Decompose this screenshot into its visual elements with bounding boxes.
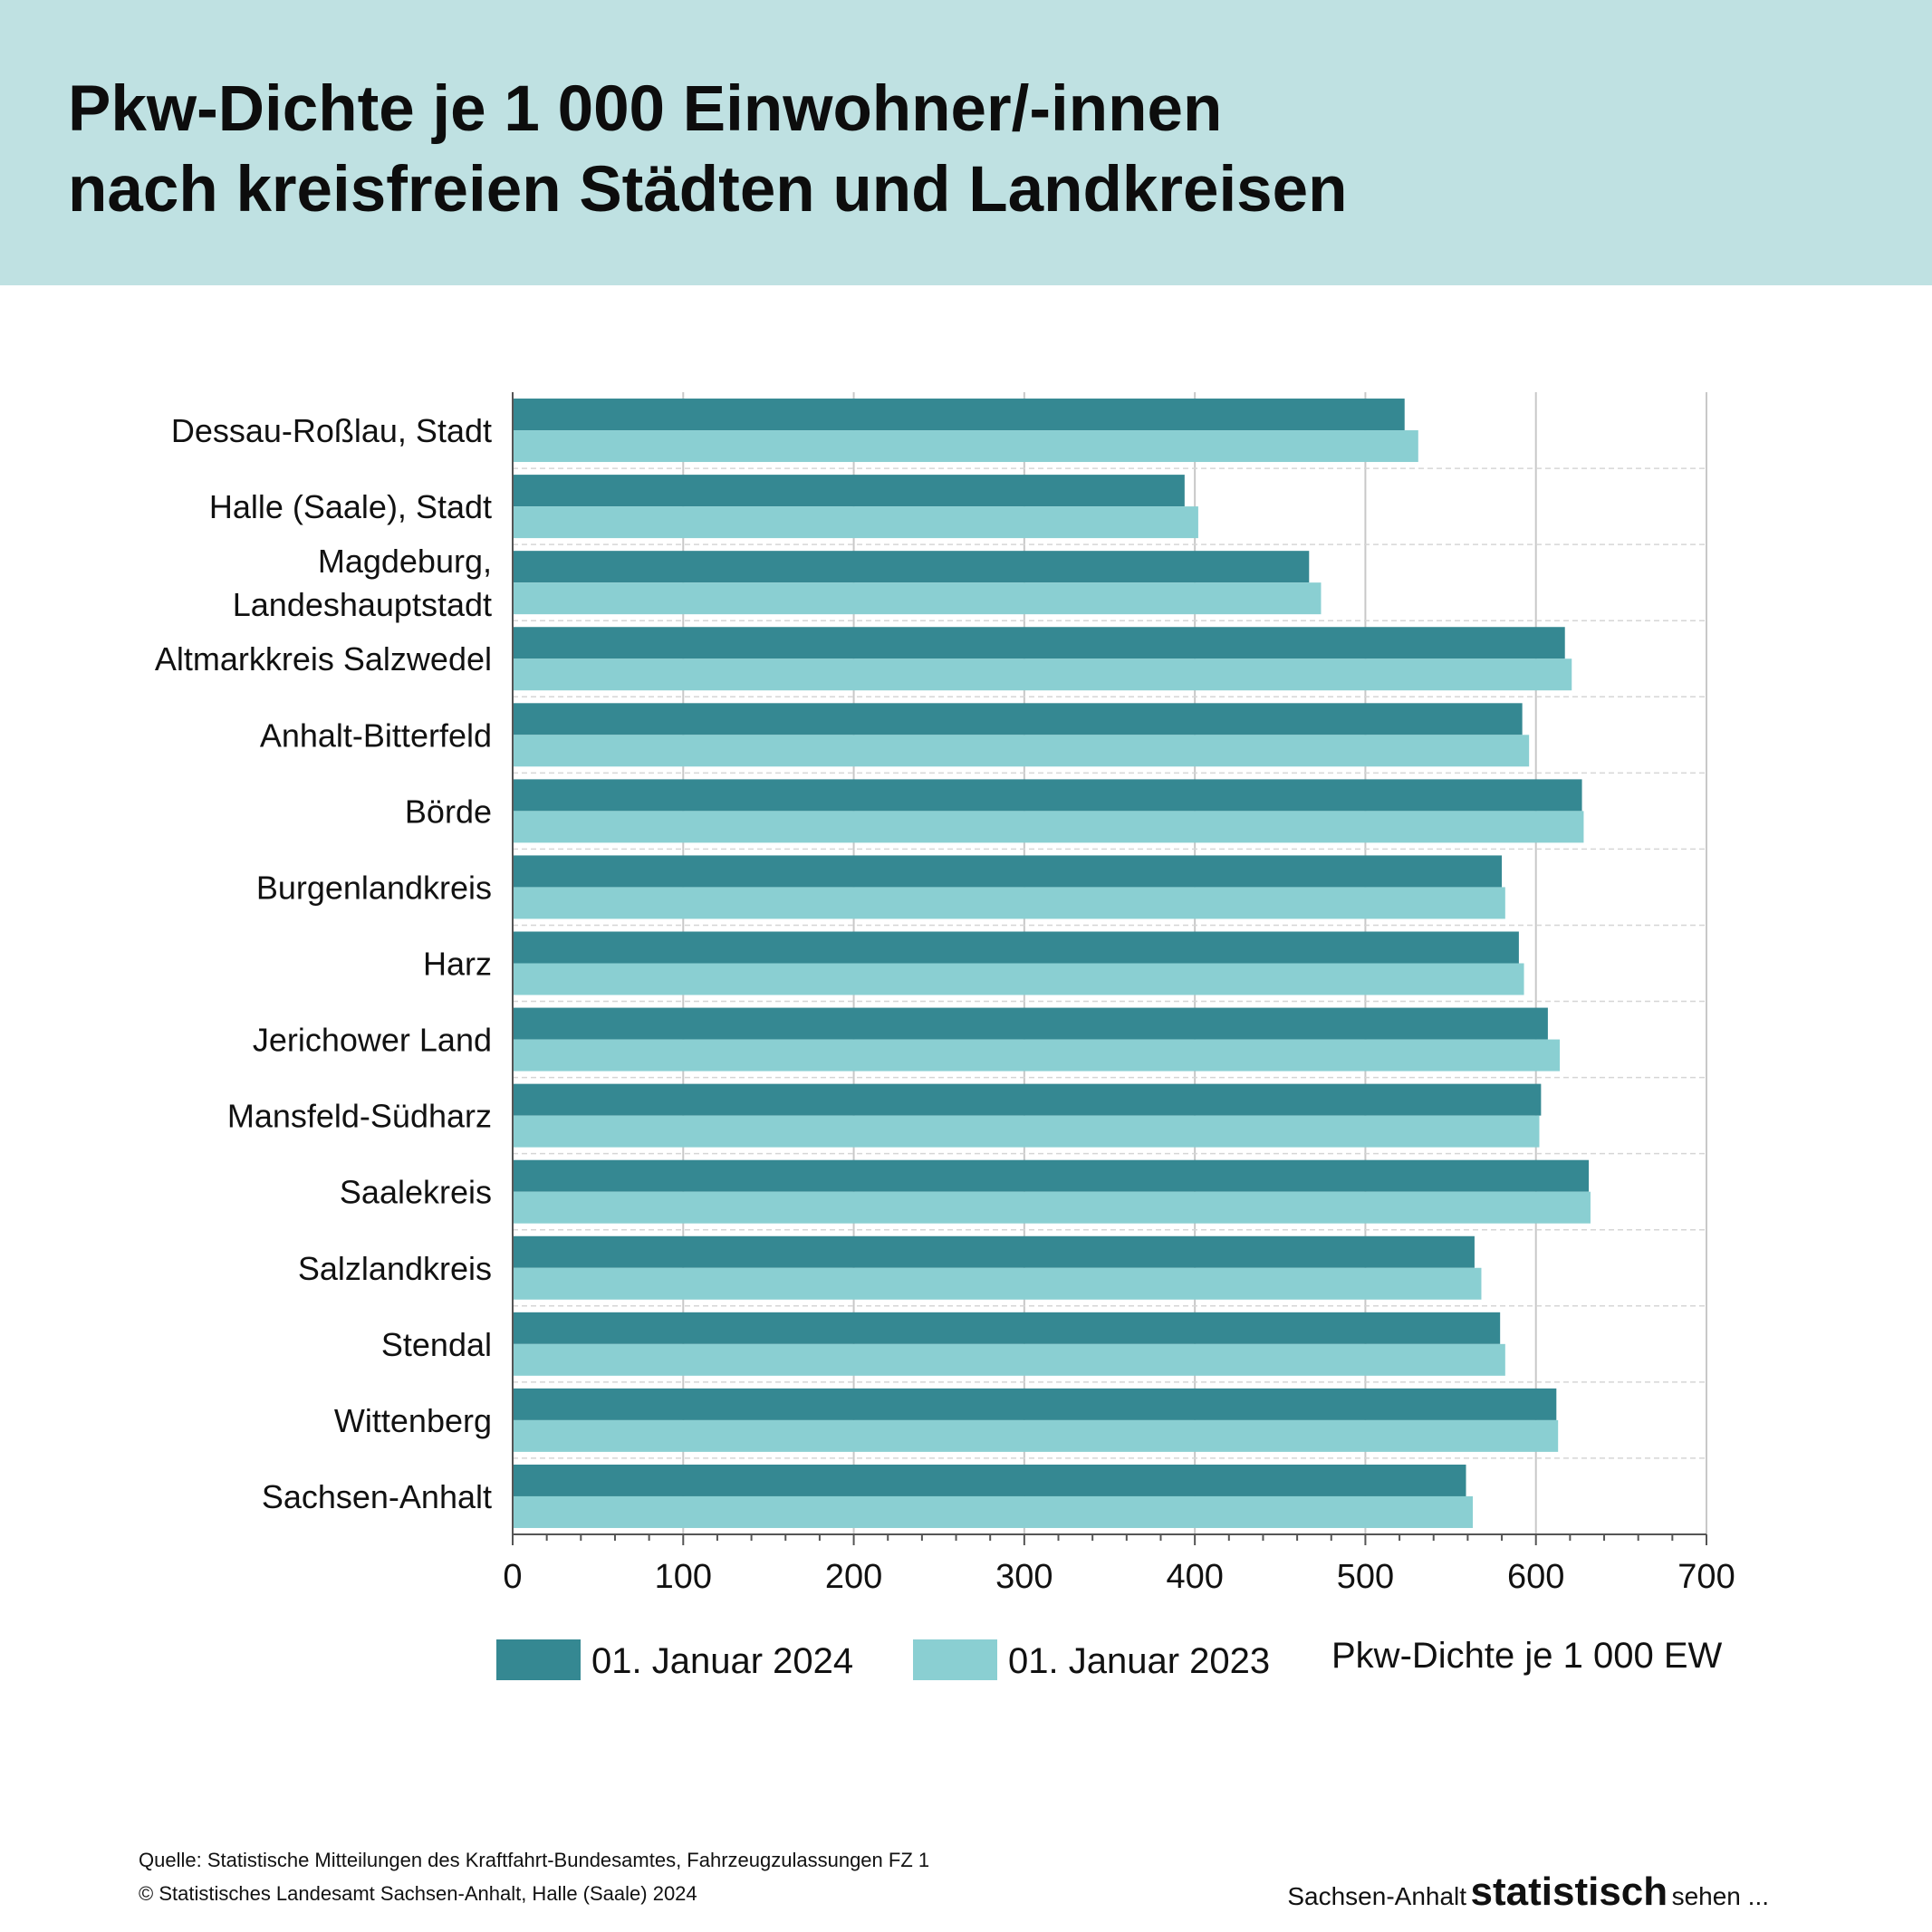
category-label: Saalekreis xyxy=(340,1174,492,1211)
category-label: Altmarkkreis Salzwedel xyxy=(155,640,492,678)
bar-2023 xyxy=(513,1267,1482,1300)
bar-2024 xyxy=(513,627,1565,659)
legend-label-2023: 01. Januar 2023 xyxy=(1008,1641,1271,1681)
bar-2024 xyxy=(513,931,1519,964)
x-tick-label: 200 xyxy=(825,1558,882,1596)
x-tick-label: 300 xyxy=(995,1558,1053,1596)
bar-2023 xyxy=(513,735,1530,767)
legend-label-2024: 01. Januar 2024 xyxy=(591,1641,854,1681)
x-tick-label: 700 xyxy=(1677,1558,1735,1596)
brand-suffix: sehen ... xyxy=(1671,1882,1769,1910)
legend-swatch-2024 xyxy=(496,1639,581,1680)
category-label: Stendal xyxy=(381,1326,492,1363)
category-label: Salzlandkreis xyxy=(298,1250,492,1287)
bar-2023 xyxy=(513,1419,1559,1452)
bar-2024 xyxy=(513,551,1310,583)
bar-2024 xyxy=(513,855,1503,888)
category-label: Mansfeld-Südharz xyxy=(227,1098,492,1135)
bar-2024 xyxy=(513,1388,1557,1420)
x-tick-label: 400 xyxy=(1166,1558,1223,1596)
bar-2023 xyxy=(513,1343,1505,1376)
category-label: Dessau-Roßlau, Stadt xyxy=(171,412,492,449)
bar-2024 xyxy=(513,399,1405,431)
source-note: Quelle: Statistische Mitteilungen des Kr… xyxy=(139,1849,930,1871)
category-label: Landeshauptstadt xyxy=(233,586,492,623)
bar-2024 xyxy=(513,1159,1590,1192)
bar-2024 xyxy=(513,1235,1475,1268)
bar-2023 xyxy=(513,658,1572,691)
legend-swatch-2023 xyxy=(913,1639,997,1680)
category-label: Harz xyxy=(423,946,492,983)
page-title-line-1: Pkw-Dichte je 1 000 Einwohner/-innen xyxy=(68,73,1223,145)
category-label: Burgenlandkreis xyxy=(256,869,492,906)
bar-2023 xyxy=(513,430,1418,463)
bar-2024 xyxy=(513,475,1185,507)
category-label: Jerichower Land xyxy=(253,1022,492,1059)
bar-2024 xyxy=(513,1312,1501,1344)
bar-2023 xyxy=(513,506,1198,539)
bar-2023 xyxy=(513,1039,1561,1072)
category-label: Sachsen-Anhalt xyxy=(262,1478,492,1515)
bar-2024 xyxy=(513,779,1582,812)
x-tick-label: 0 xyxy=(503,1558,522,1596)
bar-2023 xyxy=(513,582,1322,615)
bar-2024 xyxy=(513,1007,1548,1040)
category-label: Halle (Saale), Stadt xyxy=(209,488,492,525)
bar-2023 xyxy=(513,1191,1591,1224)
header-banner xyxy=(0,0,1932,285)
category-label: Börde xyxy=(405,793,492,830)
brand-logo-text: Sachsen-Anhalt statistisch sehen ... xyxy=(1287,1870,1769,1915)
brand-main: statistisch xyxy=(1470,1870,1668,1914)
bar-2024 xyxy=(513,1464,1466,1496)
bar-2023 xyxy=(513,1115,1540,1148)
category-label: Wittenberg xyxy=(334,1402,492,1439)
category-label: Magdeburg, xyxy=(318,543,492,580)
page-title-line-2: nach kreisfreien Städten und Landkreisen xyxy=(68,154,1348,226)
copyright-note: © Statistisches Landesamt Sachsen-Anhalt… xyxy=(139,1882,697,1905)
bar-2023 xyxy=(513,811,1584,843)
bar-2023 xyxy=(513,1495,1474,1528)
x-axis-label: Pkw-Dichte je 1 000 EW xyxy=(1331,1636,1723,1676)
bar-2024 xyxy=(513,703,1523,735)
bar-2023 xyxy=(513,887,1505,919)
bar-2023 xyxy=(513,963,1524,995)
category-label: Anhalt-Bitterfeld xyxy=(260,716,492,754)
bar-2024 xyxy=(513,1083,1542,1116)
x-tick-label: 500 xyxy=(1337,1558,1394,1596)
x-tick-label: 600 xyxy=(1507,1558,1564,1596)
brand-prefix: Sachsen-Anhalt xyxy=(1287,1882,1467,1910)
x-tick-label: 100 xyxy=(655,1558,712,1596)
